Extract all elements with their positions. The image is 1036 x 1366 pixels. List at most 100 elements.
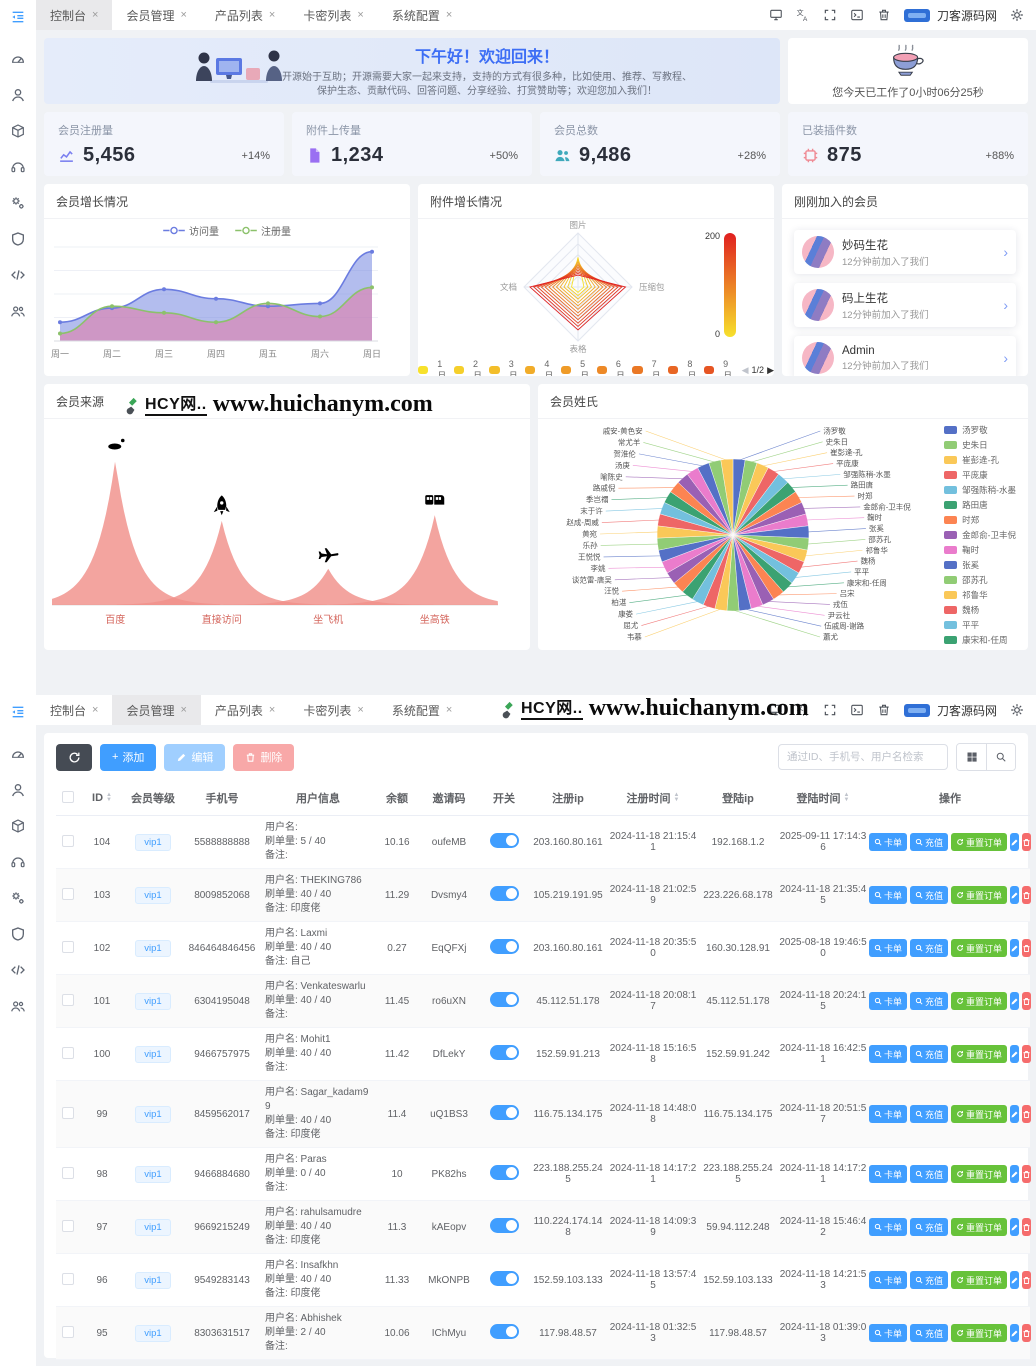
delete-button[interactable]: 删除 — [233, 743, 295, 771]
settings-gear-icon[interactable] — [1010, 703, 1024, 717]
trash-icon[interactable] — [877, 703, 891, 717]
terminal-icon[interactable] — [850, 703, 864, 717]
code-icon[interactable] — [10, 962, 26, 978]
legend-item-注册量[interactable]: 注册量 — [235, 223, 291, 238]
card-order-button[interactable]: 卡单 — [868, 1271, 907, 1289]
legend-item-路田唐[interactable]: 路田唐 — [944, 499, 1016, 511]
product-icon[interactable] — [10, 123, 26, 139]
surname-chart-legend[interactable]: 汤罗敬 史朱日 崔彭逄-孔 平庞康 邹强陈稍-水墨 路田唐 时郑 金郎俞-卫丰倪 鞠时 张奚 邵苏孔… — [944, 424, 1016, 650]
tab-close-icon[interactable]: × — [180, 9, 187, 21]
code-icon[interactable] — [10, 267, 26, 283]
legend-item-平庞康[interactable]: 平庞康 — [944, 469, 1016, 481]
gears-icon[interactable] — [10, 890, 26, 906]
legend-item-邵苏孔[interactable]: 邵苏孔 — [944, 574, 1016, 586]
tab-控制台[interactable]: 控制台 × — [36, 695, 112, 725]
chevron-right-icon[interactable]: › — [1003, 244, 1008, 260]
card-order-button[interactable]: 卡单 — [868, 1165, 907, 1183]
switch-toggle[interactable] — [489, 886, 519, 901]
members-icon[interactable] — [10, 998, 26, 1014]
legend-item-访问量[interactable]: 访问量 — [163, 223, 219, 238]
row-edit-button[interactable] — [1010, 1105, 1020, 1123]
legend-item-金郎俞-卫丰倪[interactable]: 金郎俞-卫丰倪 — [944, 529, 1016, 541]
fullscreen-icon[interactable] — [823, 8, 837, 22]
switch-toggle[interactable] — [489, 1271, 519, 1286]
legend-chip-2月[interactable] — [453, 366, 464, 374]
row-edit-button[interactable] — [1010, 992, 1020, 1010]
refresh-button[interactable] — [56, 743, 92, 771]
row-checkbox[interactable] — [62, 887, 74, 900]
sort-desc-icon[interactable]: ▼ — [106, 797, 112, 803]
switch-toggle[interactable] — [489, 1045, 519, 1060]
product-icon[interactable] — [10, 818, 26, 834]
reset-order-button[interactable]: 重置订单 — [951, 1045, 1008, 1063]
row-checkbox[interactable] — [62, 834, 74, 847]
shield-icon[interactable] — [10, 926, 26, 942]
tab-close-icon[interactable]: × — [268, 704, 276, 716]
reset-order-button[interactable]: 重置订单 — [951, 1271, 1008, 1289]
card-order-button[interactable]: 卡单 — [868, 1324, 907, 1342]
column-settings-button[interactable] — [957, 744, 986, 770]
row-delete-button[interactable] — [1022, 1271, 1032, 1289]
recharge-button[interactable]: 充值 — [910, 939, 949, 957]
legend-chip-8月[interactable] — [668, 366, 679, 374]
sort-icon[interactable]: ▲ ▼ — [674, 792, 680, 803]
row-checkbox[interactable] — [62, 1219, 74, 1232]
switch-toggle[interactable] — [489, 939, 519, 954]
terminal-icon[interactable] — [850, 8, 864, 22]
row-checkbox[interactable] — [62, 940, 74, 953]
user-icon[interactable] — [10, 87, 26, 103]
switch-toggle[interactable] — [489, 833, 519, 848]
menu-collapse-icon[interactable] — [10, 704, 26, 720]
trash-icon[interactable] — [877, 8, 891, 22]
legend-chip-1月[interactable] — [418, 366, 429, 374]
row-delete-button[interactable] — [1022, 939, 1032, 957]
row-delete-button[interactable] — [1022, 1324, 1032, 1342]
chevron-right-icon[interactable]: › — [1003, 350, 1008, 366]
legend-item-魏杨[interactable]: 魏杨 — [944, 604, 1016, 616]
card-order-button[interactable]: 卡单 — [868, 992, 907, 1010]
tab-系统配置[interactable]: 系统配置 × — [378, 695, 466, 725]
tab-close-icon[interactable]: × — [357, 9, 364, 21]
sort-asc-icon[interactable]: ▲ — [106, 792, 112, 798]
dashboard-icon[interactable] — [10, 746, 26, 762]
monitor-icon[interactable] — [769, 703, 783, 717]
chevron-right-icon[interactable]: › — [1003, 297, 1008, 313]
legend-chip-7月[interactable] — [632, 366, 643, 374]
tab-会员管理[interactable]: 会员管理 × — [112, 695, 201, 725]
sort-icon[interactable]: ▲ ▼ — [106, 792, 112, 803]
switch-toggle[interactable] — [489, 992, 519, 1007]
row-delete-button[interactable] — [1022, 833, 1032, 851]
reset-order-button[interactable]: 重置订单 — [951, 886, 1008, 904]
card-order-button[interactable]: 卡单 — [868, 939, 907, 957]
legend-item-平平[interactable]: 平平 — [944, 619, 1016, 631]
recharge-button[interactable]: 充值 — [910, 833, 949, 851]
monitor-icon[interactable] — [769, 8, 783, 22]
switch-toggle[interactable] — [489, 1324, 519, 1339]
fullscreen-icon[interactable] — [823, 703, 837, 717]
headset-icon[interactable] — [10, 854, 26, 870]
page-next-icon[interactable]: ▶ — [767, 364, 774, 375]
sort-desc-icon[interactable]: ▼ — [843, 797, 850, 803]
card-order-button[interactable]: 卡单 — [868, 1105, 907, 1123]
reset-order-button[interactable]: 重置订单 — [951, 1324, 1008, 1342]
row-checkbox[interactable] — [62, 1166, 74, 1179]
legend-item-鞠时[interactable]: 鞠时 — [944, 544, 1016, 556]
tab-产品列表[interactable]: 产品列表 × — [201, 0, 289, 30]
legend-item-史朱日[interactable]: 史朱日 — [944, 439, 1016, 451]
settings-gear-icon[interactable] — [1010, 8, 1024, 22]
recharge-button[interactable]: 充值 — [910, 1165, 949, 1183]
row-edit-button[interactable] — [1010, 886, 1020, 904]
legend-chip-9月[interactable] — [703, 366, 715, 374]
row-checkbox[interactable] — [62, 993, 74, 1006]
legend-item-邹强陈稍-水墨[interactable]: 邹强陈稍-水墨 — [944, 484, 1016, 496]
tab-系统配置[interactable]: 系统配置 × — [378, 0, 466, 30]
recharge-button[interactable]: 充值 — [910, 1045, 949, 1063]
reset-order-button[interactable]: 重置订单 — [951, 1218, 1008, 1236]
select-all-checkbox[interactable] — [62, 790, 74, 803]
recharge-button[interactable]: 充值 — [910, 1105, 949, 1123]
recent-member-item[interactable]: 码上生花 12分钟前加入了我们 › — [794, 283, 1016, 327]
members-icon[interactable] — [10, 303, 26, 319]
switch-toggle[interactable] — [489, 1165, 519, 1180]
